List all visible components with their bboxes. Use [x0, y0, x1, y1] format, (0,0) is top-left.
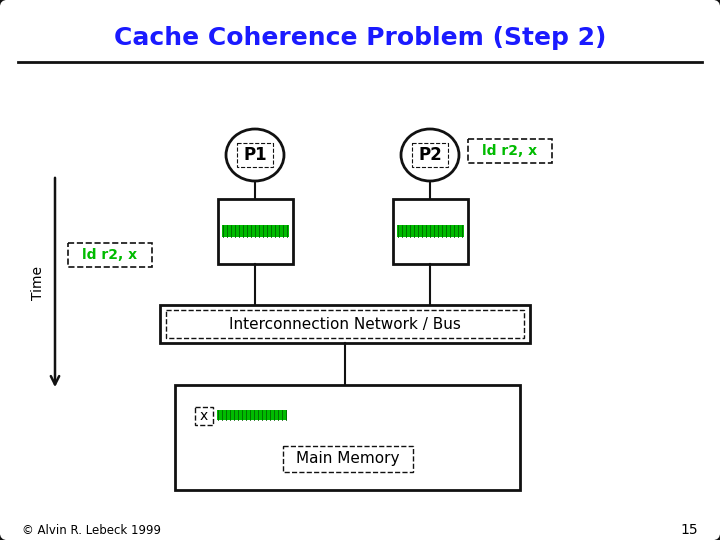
- Text: Cache Coherence Problem (Step 2): Cache Coherence Problem (Step 2): [114, 26, 606, 50]
- FancyBboxPatch shape: [218, 199, 293, 264]
- FancyBboxPatch shape: [468, 139, 552, 163]
- FancyBboxPatch shape: [175, 385, 520, 490]
- Text: © Alvin R. Lebeck 1999: © Alvin R. Lebeck 1999: [22, 523, 161, 537]
- Text: ld r2, x: ld r2, x: [482, 144, 538, 158]
- FancyBboxPatch shape: [195, 407, 213, 425]
- Text: Interconnection Network / Bus: Interconnection Network / Bus: [229, 316, 461, 332]
- Bar: [217, 410, 287, 420]
- Text: P2: P2: [418, 146, 442, 164]
- FancyBboxPatch shape: [68, 243, 152, 267]
- Text: P1: P1: [243, 146, 267, 164]
- Text: 15: 15: [680, 523, 698, 537]
- Text: ld r2, x: ld r2, x: [82, 248, 138, 262]
- Ellipse shape: [401, 129, 459, 181]
- FancyBboxPatch shape: [160, 305, 530, 343]
- Bar: [222, 225, 289, 237]
- Text: x: x: [200, 409, 208, 423]
- Ellipse shape: [226, 129, 284, 181]
- Text: Main Memory: Main Memory: [296, 451, 400, 467]
- FancyBboxPatch shape: [282, 446, 413, 472]
- FancyBboxPatch shape: [393, 199, 468, 264]
- Text: Time: Time: [31, 266, 45, 300]
- Bar: [397, 225, 464, 237]
